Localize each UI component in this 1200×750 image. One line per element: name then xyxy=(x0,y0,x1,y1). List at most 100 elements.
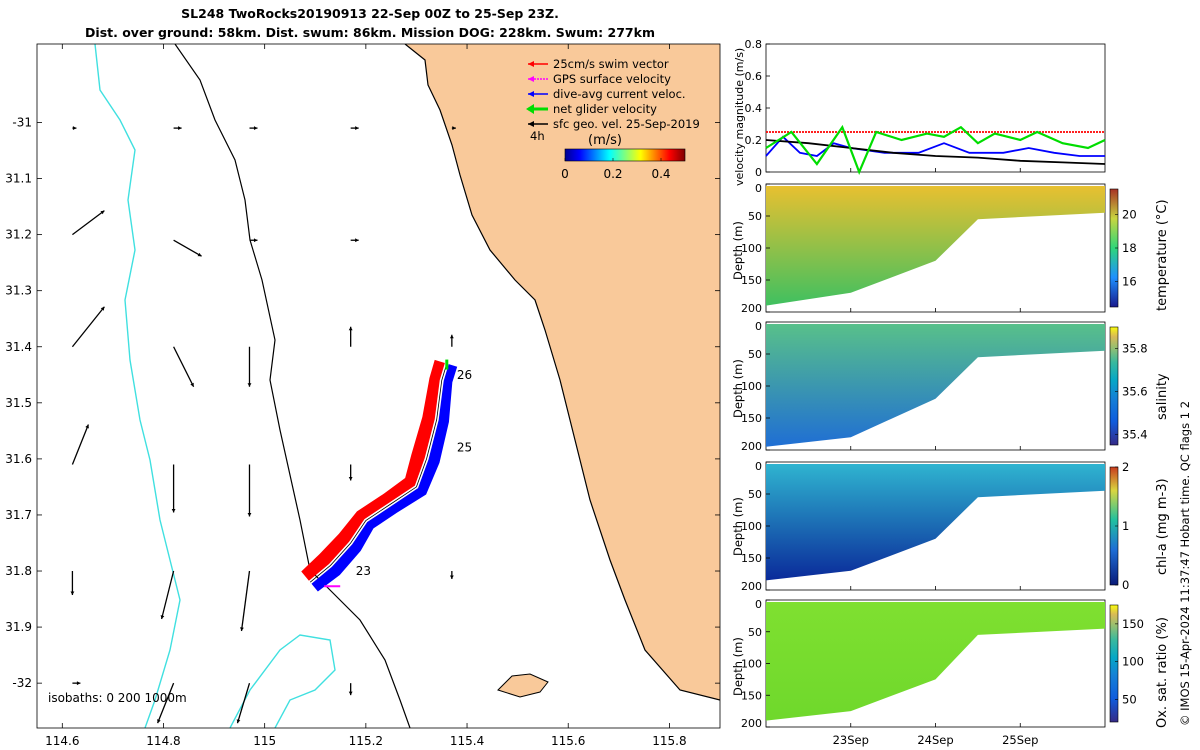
map-ytick-label: 31.3 xyxy=(5,284,32,298)
geo-vector-field xyxy=(70,126,456,724)
geo-vector-arrow xyxy=(70,571,75,596)
geo-vector-arrow xyxy=(449,571,454,580)
depth-tick-label: 50 xyxy=(748,348,762,361)
section-cbar-tick: 35.4 xyxy=(1122,427,1148,441)
geo-vector-arrow xyxy=(236,682,251,724)
section-x-ticks: 23Sep 24Sep 25Sep xyxy=(833,168,1038,747)
geo-vector-arrow xyxy=(249,126,258,131)
depth-tick-label: 100 xyxy=(741,242,762,255)
map-ytick-label: 31.7 xyxy=(5,508,32,522)
depth-tick-label: 150 xyxy=(741,689,762,702)
coastline xyxy=(404,44,720,701)
geo-vector-arrow xyxy=(71,424,90,465)
section-xtick-label: 25Sep xyxy=(1002,733,1038,747)
glider-track xyxy=(301,359,458,592)
map-xtick-label: 115.8 xyxy=(652,734,686,748)
depth-tick-label: 100 xyxy=(741,380,762,393)
section-salt: 0 50 100 150 200 35.4 35.6 35.8 xyxy=(741,320,1148,453)
colorbar-units: (m/s) xyxy=(588,133,622,148)
velocity-ytick-label: 0.4 xyxy=(745,102,763,115)
ox-ylabel: Depth (m) xyxy=(731,637,745,696)
section-cbar-tick: 35.8 xyxy=(1122,341,1148,355)
velocity-ytick-label: 0 xyxy=(755,166,762,179)
colorbar-ticks: 0 0.2 0.4 xyxy=(561,158,671,181)
section-temp-field xyxy=(766,186,1105,306)
geo-vector-arrow xyxy=(173,239,202,257)
day-labels: 23 25 26 xyxy=(356,368,472,578)
map-ytick-label: -31 xyxy=(12,115,32,129)
depth-tick-label: 200 xyxy=(741,302,762,315)
ox-cbar-label: Ox. sat. ratio (%) xyxy=(1155,617,1170,728)
map-ytick-label: 31.2 xyxy=(5,228,32,242)
depth-tick-label: 150 xyxy=(741,274,762,287)
depth-tick-label: 50 xyxy=(748,488,762,501)
velocity-ytick-label: 0.2 xyxy=(745,134,763,147)
section-xtick-label: 23Sep xyxy=(833,733,869,747)
depth-tick-label: 100 xyxy=(741,520,762,533)
geo-vector-arrow xyxy=(171,464,176,513)
velocity-series-line xyxy=(765,135,1105,157)
track-line xyxy=(309,363,448,583)
velocity-panel: 0 0.2 0.4 0.6 0.8 xyxy=(745,38,1106,179)
geo-vector-arrow xyxy=(348,326,353,347)
geo-vector-arrow xyxy=(160,570,175,620)
section-cbar-tick: 1 xyxy=(1122,519,1129,533)
section-chl-field xyxy=(766,464,1105,581)
map-panel: 114.6 114.8 115 115.2 115.4 115.6 115.8 -31 31.1… xyxy=(5,43,721,748)
geo-vector-arrow xyxy=(247,464,252,517)
map-ytick-label: -32 xyxy=(12,676,32,690)
velocity-series-line xyxy=(765,139,1106,165)
section-salt-field xyxy=(766,324,1105,447)
depth-tick-label: 150 xyxy=(741,412,762,425)
section-ox-field xyxy=(766,602,1105,721)
map-ytick-label: 31.9 xyxy=(5,620,32,634)
chl-cbar-label: chl-a (mg m-3) xyxy=(1155,478,1170,575)
legend-net: net glider velocity xyxy=(553,102,657,116)
geo-vector-arrow xyxy=(350,238,359,243)
colorbar-tick-label: 0 xyxy=(561,167,569,181)
depth-tick-label: 0 xyxy=(755,598,762,611)
legend-geo: sfc geo. vel. 25-Sep-2019 xyxy=(553,117,700,131)
map-axes-box xyxy=(36,43,721,729)
chl-ylabel: Depth (m) xyxy=(731,497,745,556)
map-ytick-label: 31.8 xyxy=(5,564,32,578)
depth-tick-label: 100 xyxy=(741,658,762,671)
section-temp: 0 50 100 150 200 16 18 20 xyxy=(741,182,1137,315)
legend-current: dive-avg current veloc. xyxy=(553,87,686,101)
geo-vector-arrow xyxy=(71,306,105,348)
section-chl: 0 50 100 150 200 0 1 2 xyxy=(741,460,1129,593)
section-cbar-tick: 50 xyxy=(1122,692,1137,706)
legend-swim: 25cm/s swim vector xyxy=(553,57,669,71)
swim-vector-ribbon xyxy=(301,359,445,581)
temp-ylabel: Depth (m) xyxy=(731,221,745,280)
section-cbar-tick: 150 xyxy=(1122,617,1144,631)
geo-vector-arrow xyxy=(348,683,353,696)
section-cbar-tick: 100 xyxy=(1122,655,1144,669)
section-cbar-tick: 16 xyxy=(1122,275,1137,289)
geo-vector-arrow xyxy=(72,681,81,686)
depth-tick-label: 200 xyxy=(741,440,762,453)
velocity-ylabel: velocity magnitude (m/s) xyxy=(733,47,746,186)
depth-tick-label: 50 xyxy=(748,626,762,639)
section-ox-colorbar xyxy=(1109,604,1119,723)
geo-vector-arrow xyxy=(156,682,175,724)
section-cbar-tick: 20 xyxy=(1122,207,1137,221)
map-xtick-label: 114.8 xyxy=(146,734,180,748)
land-area xyxy=(405,44,720,700)
geo-vector-arrow xyxy=(173,346,195,388)
geo-vector-arrow xyxy=(173,126,182,131)
map-xtick-label: 115 xyxy=(253,734,276,748)
geo-vector-arrow xyxy=(449,334,454,347)
depth-tick-label: 0 xyxy=(755,182,762,195)
imos-footer: © IMOS 15-Apr-2024 11:37:47 Hobart time.… xyxy=(1178,400,1192,726)
isobath-0-loop xyxy=(229,634,336,728)
section-cbar-tick: 2 xyxy=(1122,460,1129,474)
depth-tick-label: 200 xyxy=(741,717,762,730)
isobath-200 xyxy=(174,44,411,728)
map-legend: 25cm/s swim vector GPS surface velocity … xyxy=(526,57,700,181)
section-cbar-tick: 0 xyxy=(1122,578,1129,592)
geo-vector-arrow xyxy=(240,570,251,632)
depth-tick-label: 150 xyxy=(741,552,762,565)
map-xtick-label: 115.6 xyxy=(551,734,585,748)
depth-tick-label: 200 xyxy=(741,580,762,593)
